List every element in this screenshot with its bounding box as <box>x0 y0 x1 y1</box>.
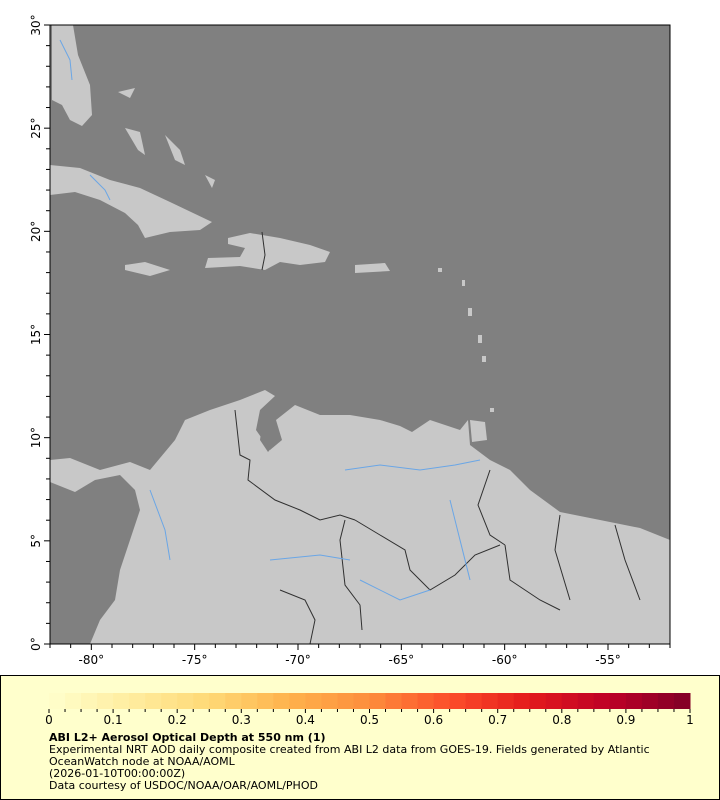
puerto-rico <box>355 263 390 273</box>
bahamas <box>125 128 145 155</box>
colorbar-swatch <box>449 693 467 709</box>
colorbar-swatch <box>593 693 611 709</box>
colorbar-swatch <box>241 693 258 709</box>
colorbar-tick-label: 0.1 <box>104 713 123 726</box>
legend-title: ABI L2+ Aerosol Optical Depth at 550 nm … <box>49 731 326 744</box>
lat-tick-label: 25° <box>29 118 43 139</box>
colorbar-swatch <box>497 693 515 709</box>
bahamas <box>165 135 185 165</box>
lon-tick-label: -80° <box>79 653 105 667</box>
colorbar-swatch <box>289 693 306 709</box>
lon-tick-label: -60° <box>492 653 518 667</box>
colorbar-swatch <box>161 693 178 709</box>
colorbar-swatch <box>609 693 627 709</box>
cuba <box>50 165 212 238</box>
colorbar-swatch <box>65 693 82 709</box>
trinidad <box>470 420 487 442</box>
colorbar-swatch <box>513 693 531 709</box>
colorbar-swatch <box>337 693 354 709</box>
borders <box>234 231 641 645</box>
lake-maracaibo <box>260 420 278 452</box>
bahamas <box>205 175 215 188</box>
bahamas <box>118 88 135 98</box>
colorbar-swatch <box>305 693 322 709</box>
colorbar-swatch <box>641 693 659 709</box>
colorbar-swatch <box>145 693 162 709</box>
lesser-antilles <box>438 268 442 272</box>
lesser-antilles <box>462 280 465 286</box>
colorbar-swatch <box>433 693 451 709</box>
colorbar-swatch <box>81 693 98 709</box>
colorbar-swatch <box>353 693 370 709</box>
land <box>50 25 670 644</box>
colorbar-swatch <box>465 693 483 709</box>
colorbar-swatch <box>401 693 419 709</box>
colorbar-tick-label: 1 <box>686 713 694 726</box>
lesser-antilles <box>468 308 472 316</box>
colorbar: 0 0.1 0.2 0.3 0.4 0.5 0.6 0.7 0.8 0.9 1 <box>45 693 694 726</box>
colorbar-swatch <box>369 693 387 709</box>
lon-tick-label: -70° <box>285 653 311 667</box>
colorbar-swatch <box>481 693 499 709</box>
colorbar-swatch <box>97 693 114 709</box>
rivers <box>59 39 481 601</box>
legend-description-2: OceanWatch node at NOAA/AOML <box>49 755 235 768</box>
hispaniola <box>205 233 330 270</box>
colorbar-swatch <box>625 693 643 709</box>
colorbar-tick-label: 0.8 <box>552 713 571 726</box>
legend-credit: Data courtesy of USDOC/NOAA/OAR/AOML/PHO… <box>49 779 318 792</box>
legend-date: (2026-01-10T00:00:00Z) <box>49 767 186 780</box>
colorbar-swatch <box>49 693 66 709</box>
colorbar-tick-label: 0.2 <box>168 713 187 726</box>
colorbar-swatch <box>257 693 274 709</box>
colorbar-swatch <box>385 693 403 709</box>
colorbar-swatch <box>225 693 242 709</box>
colorbar-swatch <box>545 693 563 709</box>
lat-tick-label: 15° <box>29 324 43 345</box>
south-america <box>50 390 670 644</box>
colorbar-swatch <box>561 693 579 709</box>
colorbar-swatch <box>273 693 290 709</box>
colorbar-swatch <box>417 693 435 709</box>
colorbar-tick-label: 0.9 <box>616 713 635 726</box>
lon-tick-label: -55° <box>595 653 621 667</box>
legend: 0 0.1 0.2 0.3 0.4 0.5 0.6 0.7 0.8 0.9 1 ABI L2+ Ae… <box>0 675 720 800</box>
lon-tick-label: -65° <box>389 653 415 667</box>
lat-tick-label: 0° <box>29 637 43 651</box>
lon-tick-label: -75° <box>182 653 208 667</box>
colorbar-swatch <box>177 693 194 709</box>
lat-tick-label: 10° <box>29 427 43 448</box>
colorbar-tick-label: 0.6 <box>424 713 443 726</box>
colorbar-tick-label: 0 <box>45 713 53 726</box>
lesser-antilles <box>490 408 494 412</box>
colorbar-swatch <box>657 693 675 709</box>
colorbar-swatch <box>321 693 338 709</box>
lat-tick-label: 30° <box>29 14 43 35</box>
colorbar-swatch <box>577 693 595 709</box>
colorbar-tick-label: 0.4 <box>296 713 315 726</box>
lesser-antilles <box>482 356 486 362</box>
map[interactable]: 0° 5° 10° 15° 20° 25° 30° -80° -75° -70° -65° -60° -… <box>0 0 720 675</box>
colorbar-swatch <box>113 693 130 709</box>
colorbar-swatch <box>209 693 226 709</box>
colorbar-tick-label: 0.7 <box>488 713 507 726</box>
colorbar-swatch <box>673 693 691 709</box>
colorbar-tick-label: 0.5 <box>360 713 379 726</box>
lesser-antilles <box>478 335 482 343</box>
lat-tick-label: 20° <box>29 221 43 242</box>
colorbar-swatch <box>529 693 547 709</box>
jamaica <box>125 262 170 276</box>
legend-description: Experimental NRT AOD daily composite cre… <box>49 743 650 756</box>
colorbar-swatch <box>193 693 210 709</box>
lat-tick-label: 5° <box>29 534 43 548</box>
colorbar-tick-label: 0.3 <box>232 713 251 726</box>
axis-ticks: 0° 5° 10° 15° 20° 25° 30° -80° -75° -70° -65° -60° -… <box>29 14 671 667</box>
colorbar-swatch <box>129 693 146 709</box>
